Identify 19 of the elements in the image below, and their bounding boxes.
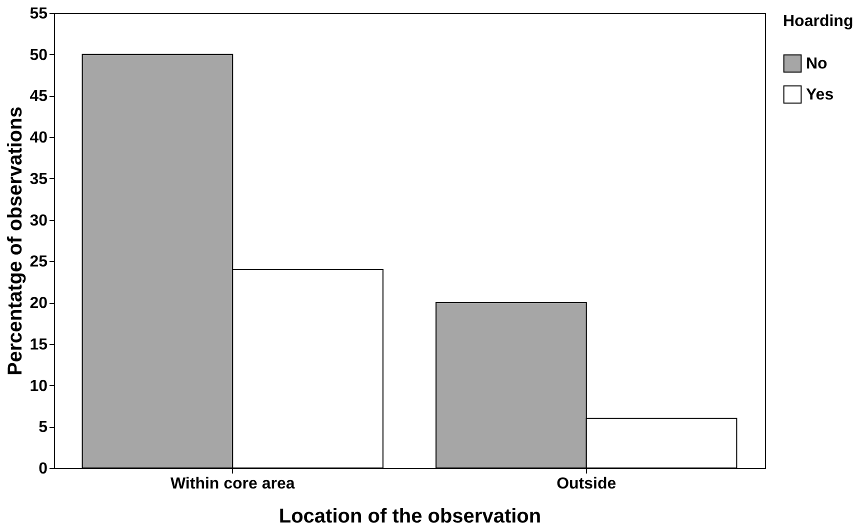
x-axis-title: Location of the observation bbox=[278, 506, 542, 528]
y-tick-label: 5 bbox=[38, 419, 48, 436]
legend-label: Yes bbox=[806, 86, 834, 104]
y-tick-label: 40 bbox=[30, 130, 48, 147]
y-tick-label: 45 bbox=[30, 88, 48, 106]
y-tick-label: 0 bbox=[38, 460, 48, 478]
y-tick-label: 15 bbox=[30, 336, 48, 354]
x-tick-label: Within core area bbox=[170, 476, 295, 492]
legend-label: No bbox=[806, 56, 828, 72]
y-tick-label: 20 bbox=[30, 295, 48, 312]
y-tick-label: 55 bbox=[30, 6, 48, 22]
y-axis-title: Percentatge of observations bbox=[4, 106, 27, 376]
x-tick-label: Outside bbox=[556, 476, 616, 492]
y-tick-label: 35 bbox=[30, 170, 48, 188]
y-tick-label: 30 bbox=[30, 212, 48, 230]
y-tick-label: 25 bbox=[30, 254, 48, 271]
y-tick-label: 10 bbox=[30, 378, 48, 395]
y-tick-label: 50 bbox=[30, 46, 48, 64]
legend-title: Hoarding bbox=[783, 13, 854, 30]
